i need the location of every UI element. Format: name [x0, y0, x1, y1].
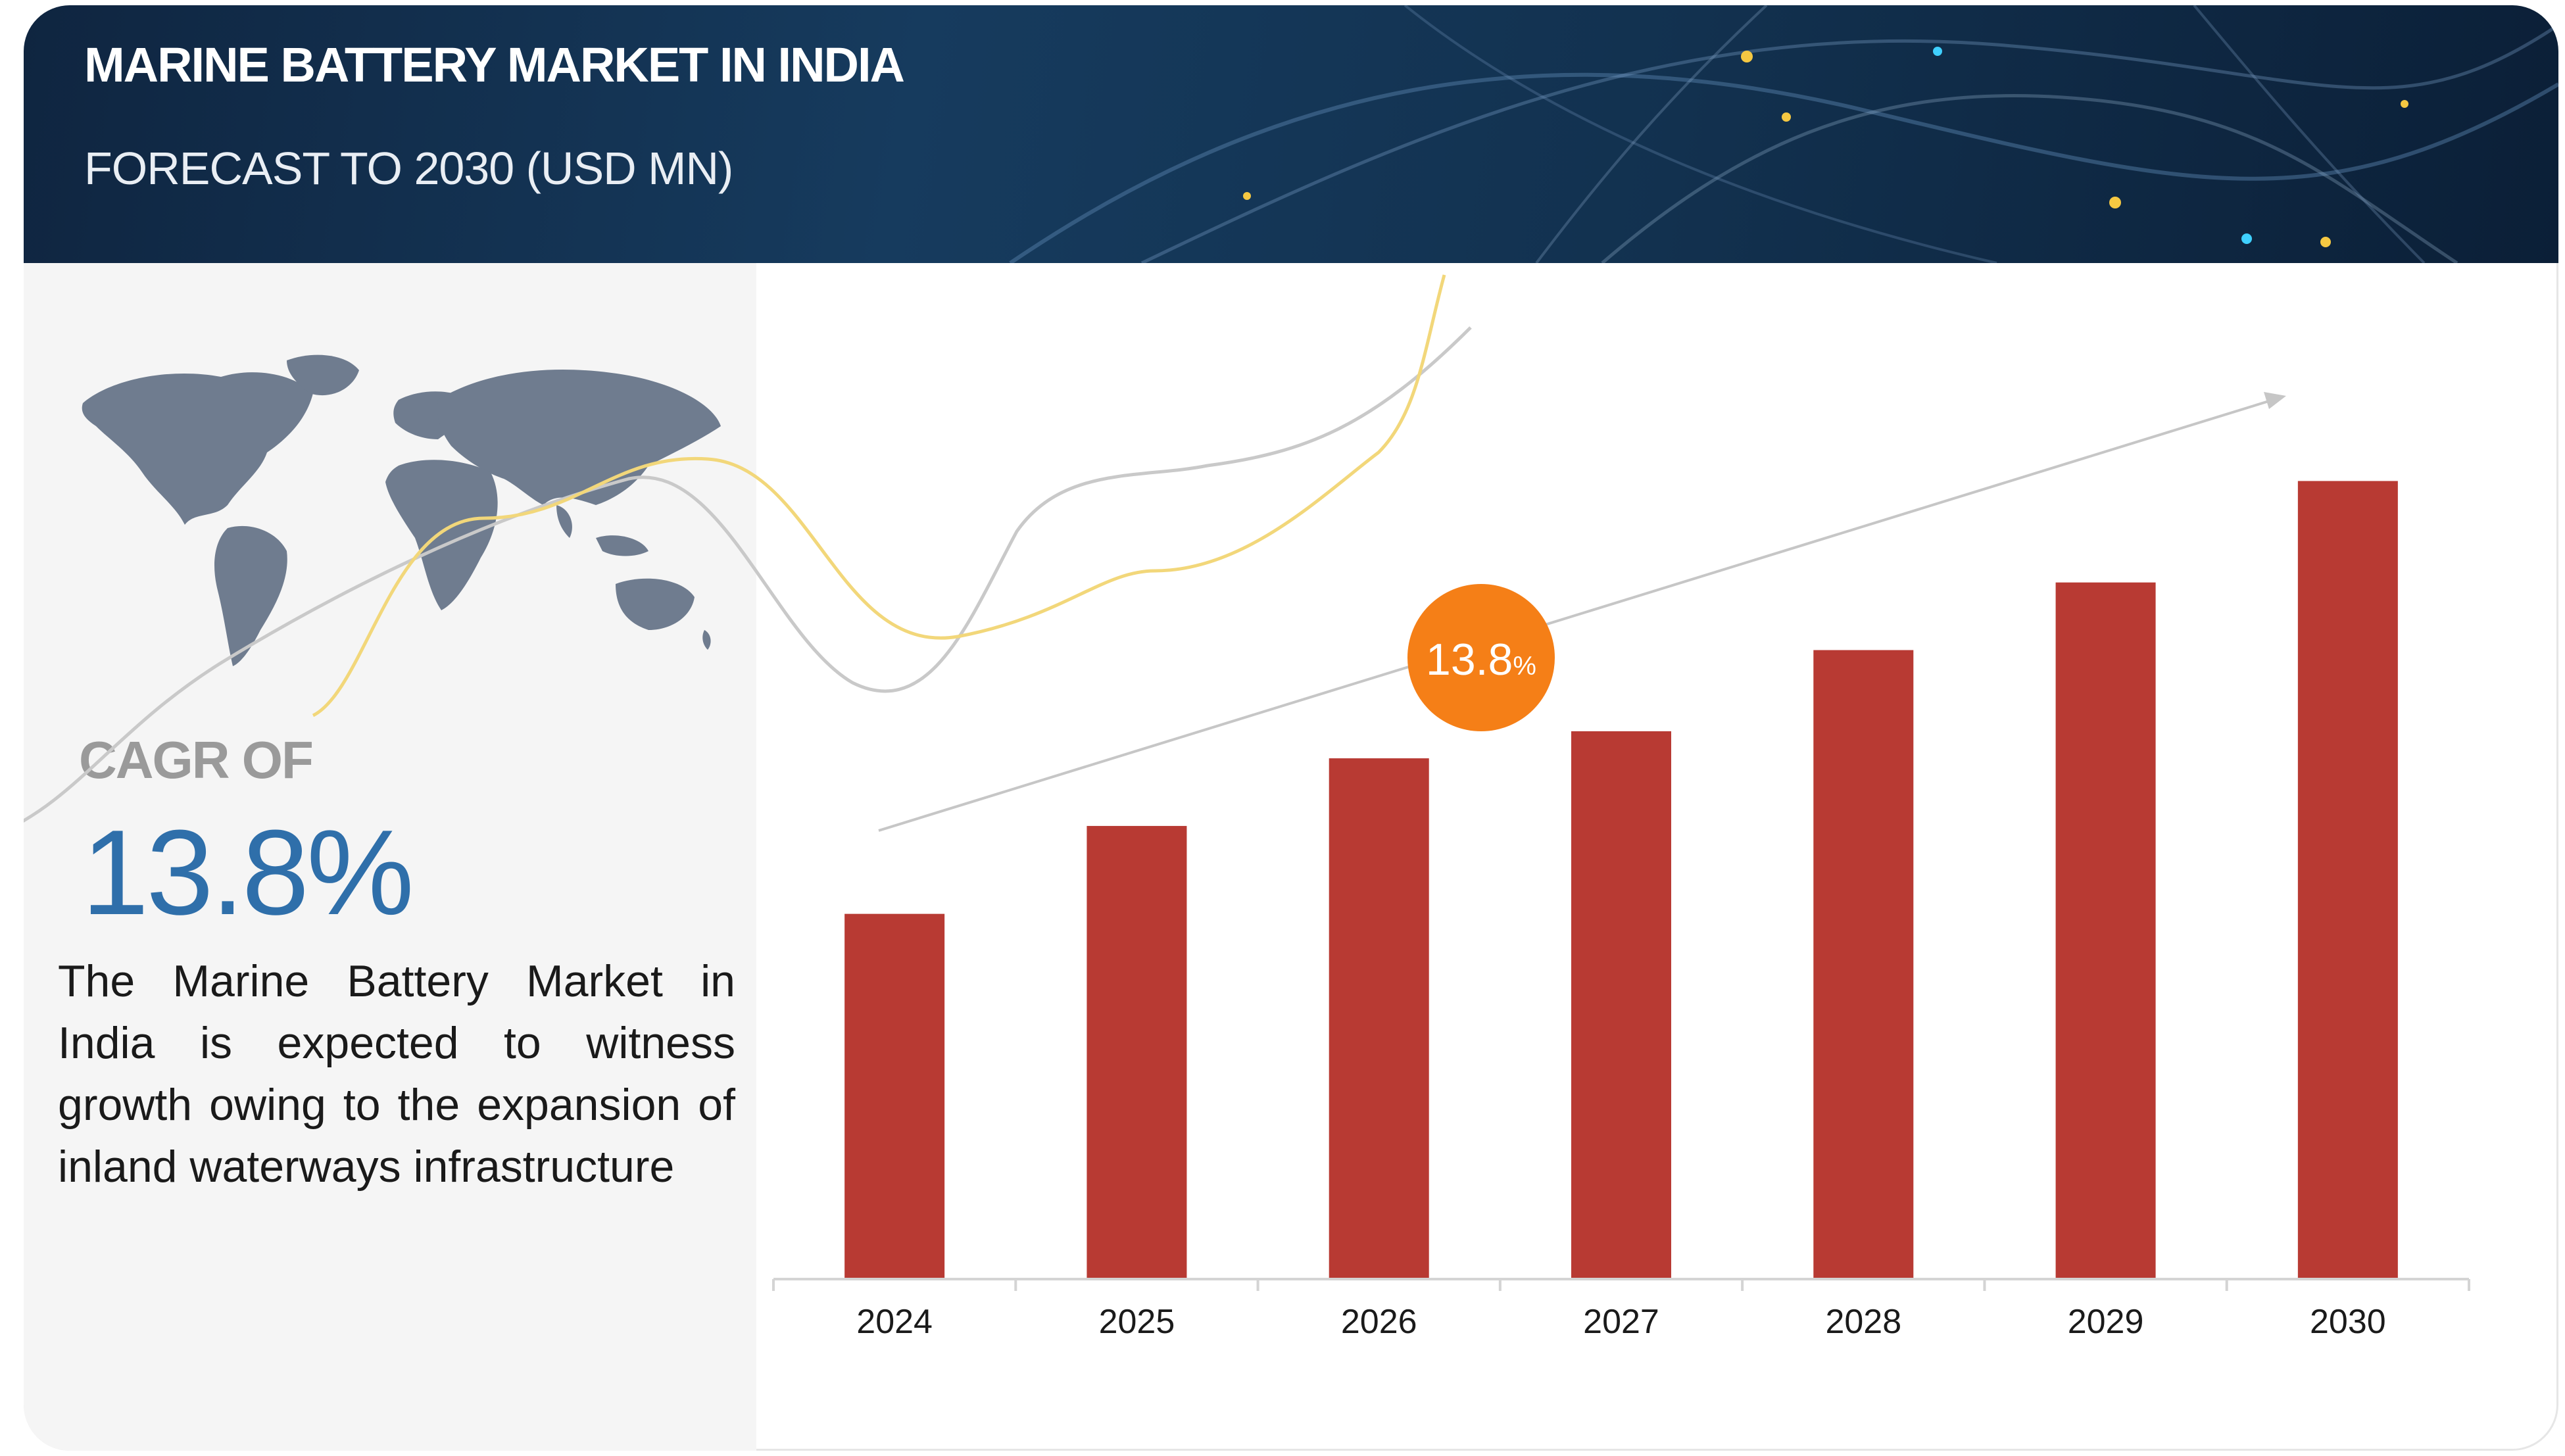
bar-2025 — [1087, 825, 1187, 1279]
x-tick-label-2028: 2028 — [1825, 1303, 1901, 1341]
market-description: The Marine Battery Market in India is ex… — [58, 956, 735, 1192]
x-tick-label-2025: 2025 — [1099, 1303, 1175, 1341]
bar-chart: 2024 2025 2026 2027 2028 2029 2030 13.8% — [772, 392, 2470, 1341]
x-tick-label-2026: 2026 — [1341, 1303, 1417, 1341]
cagr-label: CAGR OF — [79, 731, 314, 789]
x-tick-label-2024: 2024 — [856, 1303, 933, 1341]
light-trails-decoration — [1009, 5, 2558, 263]
cagr-badge-value: 13.8 — [1426, 635, 1513, 685]
cagr-badge-label: 13.8% — [1426, 635, 1536, 685]
bar-2027 — [1571, 731, 1671, 1279]
chart-subtitle: FORECAST TO 2030 (USD MN) — [84, 143, 733, 194]
bar-2028 — [1813, 650, 1914, 1279]
chart-title: MARINE BATTERY MARKET IN INDIA — [84, 37, 905, 92]
x-axis-ticks — [772, 1279, 2470, 1291]
cagr-badge — [1407, 584, 1555, 731]
world-map-icon — [82, 354, 721, 666]
x-tick-label-2029: 2029 — [2068, 1303, 2144, 1341]
cagr-value: 13.8% — [82, 804, 414, 940]
header-banner: MARINE BATTERY MARKET IN INDIA FORECAST … — [24, 5, 2558, 263]
bars — [844, 481, 2398, 1280]
growth-arrow — [878, 399, 2274, 832]
x-axis-labels: 2024 2025 2026 2027 2028 2029 2030 — [856, 1303, 2385, 1341]
summary-panel: CAGR OF 13.8% The Marine Battery Market … — [24, 263, 756, 1451]
x-tick-label-2030: 2030 — [2310, 1303, 2386, 1341]
bar-2029 — [2055, 582, 2156, 1280]
cagr-badge-unit: % — [1513, 652, 1536, 681]
growth-arrowhead-icon — [2264, 392, 2286, 409]
decorative-wave-lines — [24, 274, 1472, 823]
x-tick-label-2027: 2027 — [1583, 1303, 1659, 1341]
bar-2024 — [844, 913, 945, 1279]
bar-2026 — [1329, 758, 1429, 1279]
bar-2030 — [2297, 481, 2398, 1279]
infographic-card: MARINE BATTERY MARKET IN INDIA FORECAST … — [24, 5, 2558, 1451]
